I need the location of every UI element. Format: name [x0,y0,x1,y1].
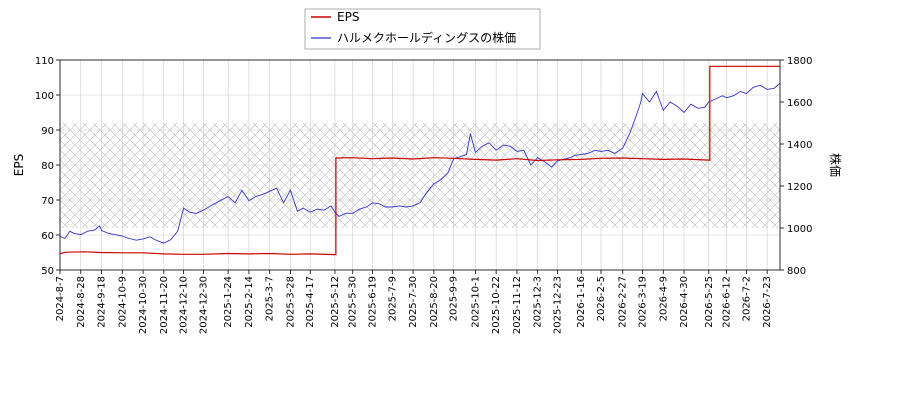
x-tick-label: 2025-2-14 [244,276,255,328]
x-tick-label: 2025-12-23 [552,276,563,334]
series-line-eps [60,65,780,256]
left-tick-label: 100 [35,91,54,102]
series-line-price [60,82,780,244]
x-tick-label: 2025-8-20 [429,276,440,328]
x-tick-label: 2026-7-23 [762,276,773,328]
left-tick-label: 110 [35,56,54,67]
x-tick-label: 2026-4-9 [658,276,669,321]
left-tick-label: 80 [41,161,54,172]
right-tick-label: 1400 [787,140,812,151]
legend-label-eps: EPS [337,10,359,24]
left-tick-label: 60 [41,231,54,242]
left-tick-label: 50 [41,266,54,277]
right-axis: 800 1000 1200 1400 1600 1800 [780,56,812,277]
x-tick-label: 2026-6-12 [722,276,733,328]
x-axis: 2024-8-7 2024-8-28 2024-9-18 2024-10-9 2024-… [55,270,773,334]
right-tick-label: 1000 [787,224,812,235]
x-tick-label: 2026-1-16 [576,276,587,328]
x-tick-label: 2025-9-9 [449,276,460,321]
x-tick-label: 2025-1-24 [223,276,234,328]
x-tick-label: 2024-12-10 [179,276,190,334]
x-tick-label: 2026-7-2 [741,276,752,321]
x-tick-label: 2026-5-25 [704,276,715,328]
x-tick-label: 2024-10-30 [138,276,149,334]
x-tick-label: 2024-8-28 [76,276,87,328]
x-tick-label: 2026-2-27 [618,276,629,328]
x-tick-label: 2024-8-7 [55,276,66,321]
grid-lines [59,59,780,271]
x-tick-label: 2025-11-12 [512,276,523,334]
right-tick-label: 800 [787,266,806,277]
left-axis-title: EPS [12,154,26,176]
x-tick-label: 2025-5-12 [330,276,341,328]
left-tick-label: 70 [41,196,54,207]
legend-label-price: ハルメクホールディングスの株価 [337,30,516,45]
left-axis: 50 60 70 80 90 100 110 [35,56,60,277]
x-tick-label: 2025-7-9 [387,276,398,321]
legend-box [304,8,541,50]
x-tick-label: 2025-10-1 [470,276,481,328]
x-tick-label: 2025-3-28 [285,276,296,328]
x-tick-label: 2024-12-30 [198,276,209,334]
x-tick-label: 2025-12-3 [533,276,544,328]
x-tick-label: 2025-6-19 [368,276,379,328]
x-tick-label: 2025-4-17 [305,276,316,328]
x-tick-label: 2024-9-18 [97,276,108,328]
x-tick-label: 2024-11-20 [159,276,170,334]
legend: EPS ハルメクホールディングスの株価 [304,8,541,50]
hatched-band [60,123,780,228]
x-tick-label: 2025-3-7 [265,276,276,321]
x-tick-label: 2025-7-30 [408,276,419,328]
x-tick-label: 2025-5-30 [348,276,359,328]
right-tick-label: 1200 [787,182,812,193]
left-tick-label: 90 [41,126,54,137]
right-tick-label: 1600 [787,98,812,109]
x-tick-label: 2025-10-22 [491,276,502,334]
x-tick-label: 2026-4-30 [679,276,690,328]
x-tick-label: 2026-2-5 [596,276,607,321]
right-axis-title: 株価 [828,153,843,177]
right-tick-label: 1800 [787,56,812,67]
x-tick-label: 2026-3-19 [638,276,649,328]
x-tick-label: 2024-10-9 [117,276,128,328]
